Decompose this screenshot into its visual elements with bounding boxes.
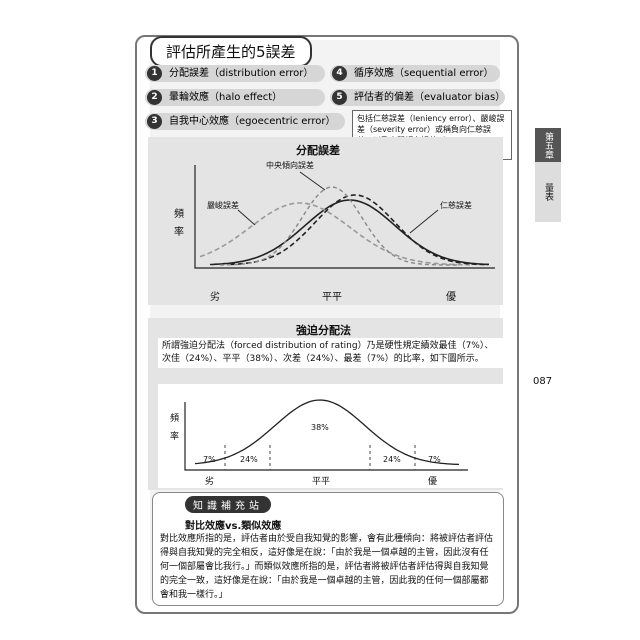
segment: 7% [428, 455, 441, 464]
x-label: 平平 [312, 477, 331, 487]
x-label: 優 [446, 292, 456, 303]
curve-label: 仁慈誤差 [440, 201, 472, 210]
x-label: 優 [428, 477, 438, 487]
item: 3 自我中心效應（egoecentric error） [145, 113, 345, 130]
curve-label: 中央傾向誤差 [266, 161, 314, 170]
label: 評估者的偏差（evaluator bias） [354, 92, 506, 103]
num: 4 [332, 66, 347, 81]
label: 自我中心效應（egoecentric error） [169, 116, 336, 127]
x-label: 平平 [322, 292, 342, 303]
segment: 24% [240, 455, 258, 464]
x-label: 劣 [210, 292, 220, 303]
y-label: 頻率 [170, 414, 180, 442]
page-number: 087 [533, 376, 553, 387]
item: 5 評估者的偏差（evaluator bias） [330, 89, 505, 106]
chapter-tab: 第五章 [535, 128, 561, 162]
label: 循序效應（sequential error） [354, 68, 494, 79]
label: 暈輪效應（halo effect） [169, 92, 283, 103]
num: 5 [332, 90, 347, 105]
item: 4 循序效應（sequential error） [330, 65, 500, 82]
curve-label: 嚴峻誤差 [207, 201, 239, 210]
item: 1 分配誤差（distribution error） [145, 65, 325, 82]
supplement-text: 對比效應所指的是，評估者由於受自我知覺的影響，會有此種傾向：將被評估者評估得與自… [160, 534, 494, 600]
figure1-title: 分配誤差 [296, 144, 340, 157]
x-label: 劣 [205, 477, 215, 487]
segment: 38% [311, 423, 329, 432]
topic-tab: 量表 [535, 162, 561, 222]
frame [135, 35, 519, 614]
figure2-title: 強迫分配法 [296, 324, 351, 337]
figure2-text: 所謂強迫分配法（forced distribution of rating）乃是… [158, 338, 504, 368]
plot-area [158, 384, 504, 488]
num: 2 [147, 90, 162, 105]
item: 2 暈輪效應（halo effect） [145, 89, 325, 106]
y-label: 頻率 [174, 209, 184, 238]
segment: 24% [383, 455, 401, 464]
segment: 7% [203, 455, 216, 464]
figure1-box [148, 137, 503, 305]
title: 評估所產生的5誤差 [150, 36, 312, 67]
label: 分配誤差（distribution error） [169, 68, 314, 79]
badge: 知識補充站 [185, 496, 271, 513]
supplement-title: 對比效應vs.類似效應 [185, 521, 282, 532]
num: 3 [147, 114, 162, 129]
num: 1 [147, 66, 162, 81]
